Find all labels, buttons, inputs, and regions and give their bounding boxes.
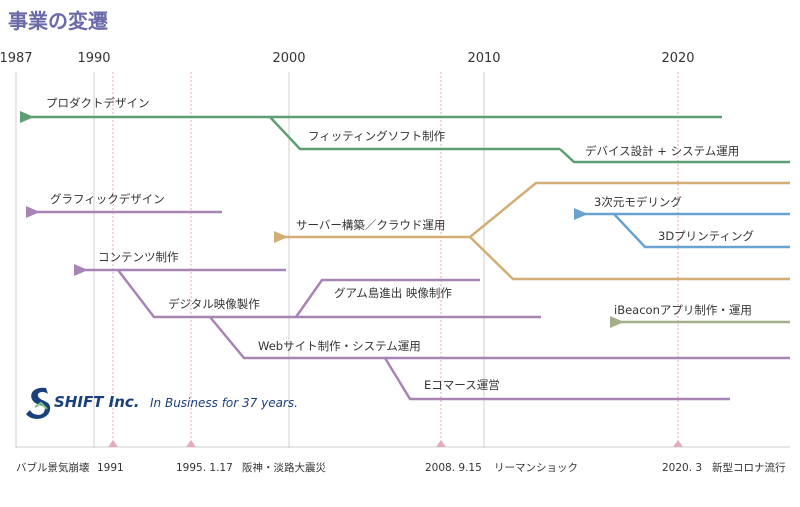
shift-s-mark-icon xyxy=(26,387,51,419)
shift-mark-accent-icon xyxy=(34,401,48,410)
ibeacon-arrow xyxy=(610,316,624,328)
digital-video-line xyxy=(117,269,541,319)
year-label-2010: 2010 xyxy=(467,51,500,66)
year-label-2020: 2020 xyxy=(661,51,694,66)
year-label-1987: 1987 xyxy=(0,51,33,66)
server-cloud-branch xyxy=(278,181,790,281)
label-ecommerce: Eコマース運営 xyxy=(424,378,500,392)
event-2020-year: 2020. 3 xyxy=(662,462,702,474)
event-markers xyxy=(108,440,683,447)
server-cloud-lower-branch xyxy=(469,236,790,281)
device-design-line xyxy=(559,148,790,164)
label-product-design: プロダクトデザイン xyxy=(46,96,150,110)
web-system-line xyxy=(209,316,790,360)
year-gridlines xyxy=(15,72,485,448)
graphic-design-arrow xyxy=(26,206,40,218)
event-2008-year: 2008. 9.15 xyxy=(425,462,482,474)
company-logo-text: SHIFT Inc. xyxy=(54,393,140,411)
event-1991-label: バブル景気崩壊 xyxy=(16,461,90,474)
year-label-1990: 1990 xyxy=(77,51,110,66)
3d-printing-line xyxy=(613,213,790,249)
label-ibeacon: iBeaconアプリ制作・運用 xyxy=(614,303,752,317)
event-2020-label: 新型コロナ流行 xyxy=(712,461,786,474)
label-device-design: デバイス設計 + システム運用 xyxy=(585,144,739,158)
product-design-arrow xyxy=(20,111,34,123)
label-digital-video: デジタル映像製作 xyxy=(168,297,260,311)
server-cloud-upper-branch xyxy=(469,181,790,238)
fitting-software-line xyxy=(269,116,560,151)
event-marker-1995 xyxy=(186,440,196,447)
label-server-cloud: サーバー構築／クラウド運用 xyxy=(296,218,445,232)
company-tagline: In Business for 37 years. xyxy=(150,396,298,410)
event-marker-1991 xyxy=(108,440,118,447)
ecommerce-line xyxy=(383,357,730,401)
page-title: 事業の変遷 xyxy=(8,9,108,33)
year-label-2000: 2000 xyxy=(272,51,305,66)
event-marker-2020 xyxy=(673,440,683,447)
label-3d-printing: 3Dプリンティング xyxy=(658,229,754,243)
contents-branch xyxy=(78,268,790,401)
event-marker-2008 xyxy=(436,440,446,447)
event-1991-year: 1991 xyxy=(97,462,124,474)
label-contents: コンテンツ制作 xyxy=(98,250,179,264)
label-graphic-design: グラフィックデザイン xyxy=(50,192,165,206)
label-3d-modeling: 3次元モデリング xyxy=(594,195,682,209)
label-guam-video: グアム島進出 映像制作 xyxy=(334,286,452,300)
event-1995-year: 1995. 1.17 xyxy=(176,462,233,474)
3d-modeling-arrow xyxy=(574,208,588,220)
3d-branch xyxy=(578,212,790,249)
event-1995-label: 阪神・淡路大震災 xyxy=(242,461,326,474)
product-design-branch xyxy=(24,115,790,164)
label-web-system: Webサイト制作・システム運用 xyxy=(258,339,421,353)
label-fitting-software: フィッティングソフト制作 xyxy=(308,129,446,143)
event-2008-label: リーマンショック xyxy=(494,462,578,474)
contents-arrow xyxy=(74,264,88,276)
company-logo xyxy=(26,387,51,419)
guam-video-line xyxy=(294,278,480,318)
server-cloud-arrow xyxy=(274,231,288,243)
